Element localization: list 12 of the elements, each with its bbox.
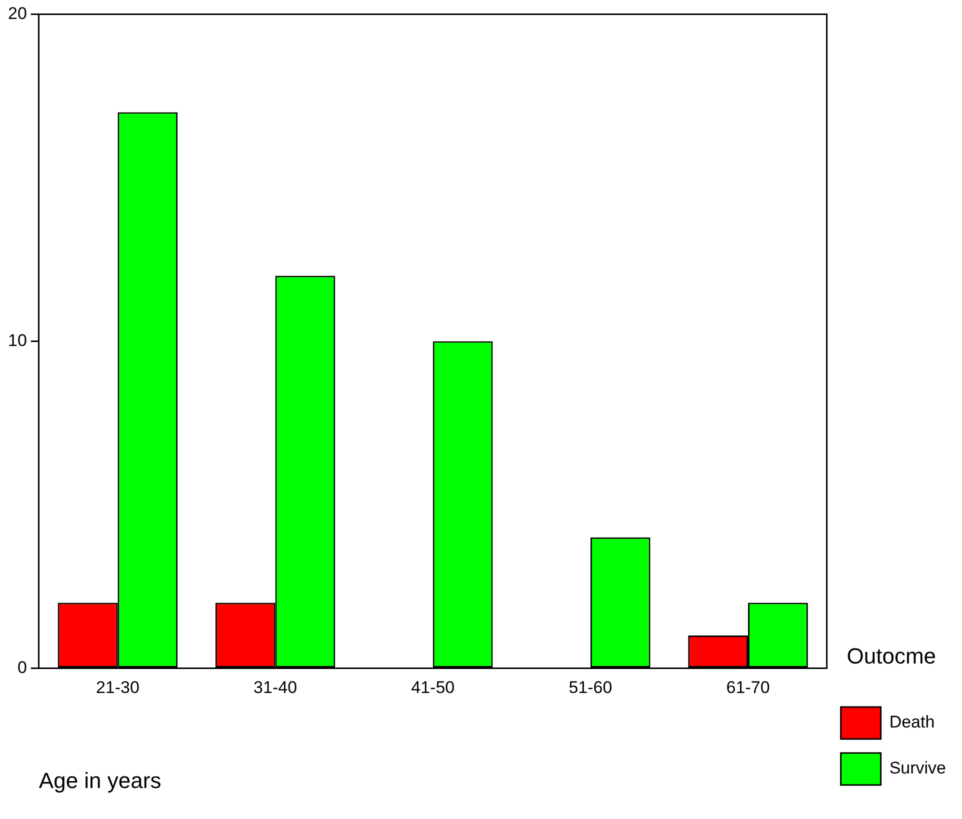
y-tick-label: 0 — [17, 658, 27, 677]
legend-label: Survive — [889, 758, 946, 778]
legend-label: Death — [889, 712, 935, 732]
y-tick-label: 10 — [8, 330, 27, 350]
x-tick-label: 61-70 — [726, 678, 770, 698]
y-tick-label: 20 — [8, 4, 27, 23]
legend-title: Outocme — [846, 644, 936, 669]
x-tick-label: 51-60 — [568, 678, 612, 698]
x-tick-label: 21-30 — [96, 678, 140, 698]
x-tick-label: 41-50 — [411, 678, 455, 698]
x-tick-label: 31-40 — [254, 678, 298, 698]
x-axis-title: Age in years — [38, 768, 162, 793]
